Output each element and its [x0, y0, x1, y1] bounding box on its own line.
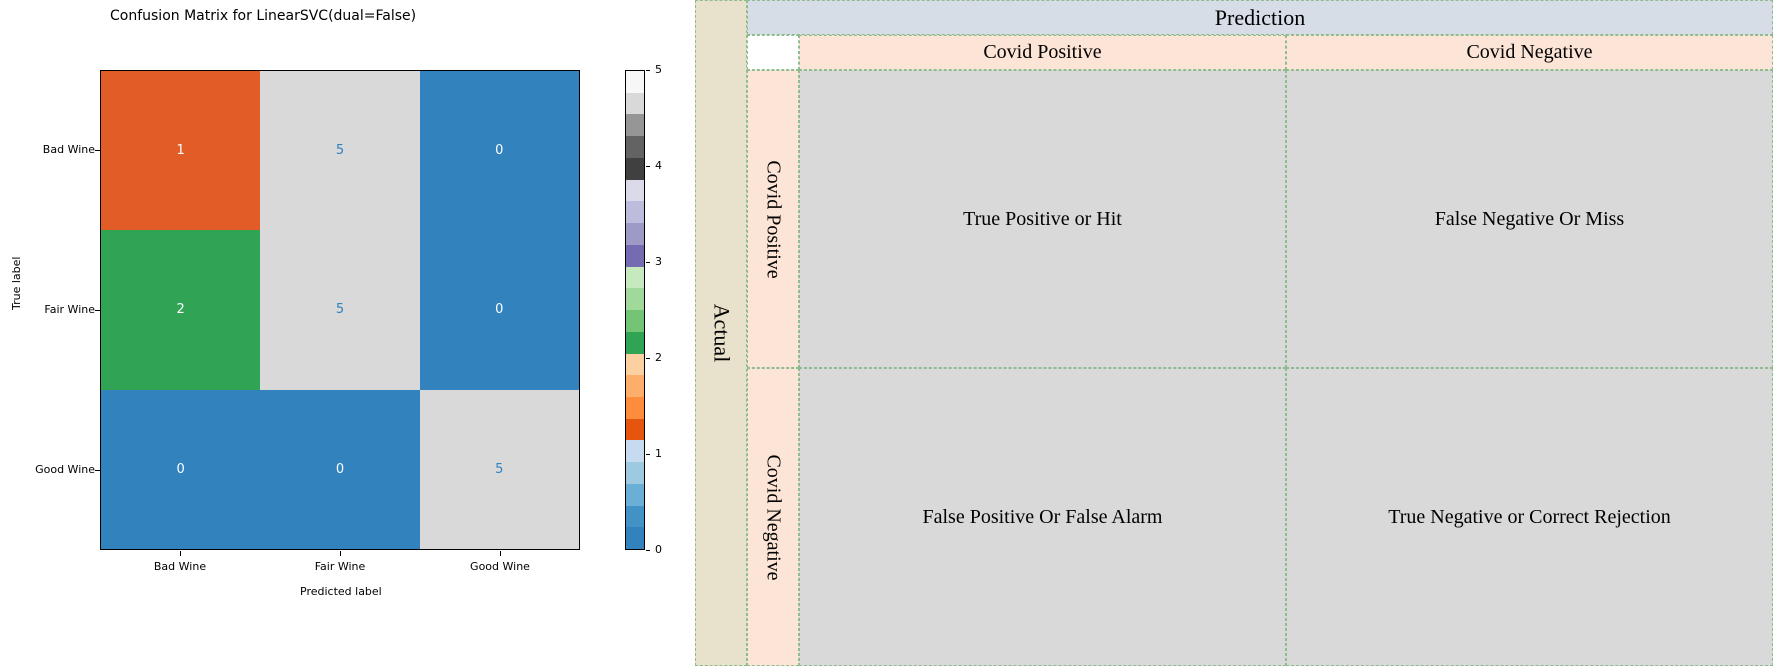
cell-tn: True Negative or Correct Rejection	[1286, 368, 1773, 666]
covid-table-panel: Actual Prediction Covid Positive Covid N…	[695, 0, 1773, 666]
chart-title: Confusion Matrix for LinearSVC(dual=Fals…	[110, 8, 416, 24]
cell-2-1: 0	[260, 390, 419, 549]
xtick-0: Bad Wine	[100, 560, 260, 573]
cell-fn: False Negative Or Miss	[1286, 70, 1773, 368]
cell-tp: True Positive or Hit	[799, 70, 1286, 368]
cbar-tick-mark	[646, 550, 650, 551]
colorbar	[625, 70, 645, 550]
cbar-tick-mark	[646, 454, 650, 455]
row-header-0-label: Covid Positive	[762, 160, 785, 278]
cbar-tick-mark	[646, 166, 650, 167]
row-header-0: Covid Positive	[747, 70, 799, 368]
col-header-1: Covid Negative	[1286, 35, 1773, 70]
y-axis-label: True label	[10, 257, 23, 310]
prediction-axis-header: Prediction	[747, 0, 1773, 35]
cbar-tick-0: 0	[655, 543, 662, 556]
confusion-matrix-panel: Confusion Matrix for LinearSVC(dual=Fals…	[0, 0, 695, 666]
cbar-tick-3: 3	[655, 255, 662, 268]
cbar-tick-1: 1	[655, 447, 662, 460]
table-corner	[747, 35, 799, 70]
cell-0-0: 1	[101, 71, 260, 230]
ytick-mark	[95, 470, 100, 471]
cell-1-2: 0	[420, 230, 579, 389]
x-axis-label: Predicted label	[300, 585, 382, 598]
cbar-tick-4: 4	[655, 159, 662, 172]
row-header-1: Covid Negative	[747, 368, 799, 666]
cell-2-0: 0	[101, 390, 260, 549]
cbar-tick-mark	[646, 358, 650, 359]
cell-1-1: 5	[260, 230, 419, 389]
col-header-0: Covid Positive	[799, 35, 1286, 70]
prediction-axis-label: Prediction	[1215, 5, 1305, 31]
xtick-mark	[340, 551, 341, 556]
row-header-1-label: Covid Negative	[762, 454, 785, 580]
xtick-1: Fair Wine	[260, 560, 420, 573]
ytick-mark	[95, 310, 100, 311]
ytick-0: Bad Wine	[25, 143, 95, 156]
heatmap-grid: 1 5 0 2 5 0 0 0 5	[100, 70, 580, 550]
cbar-tick-5: 5	[655, 63, 662, 76]
actual-axis-header: Actual	[695, 0, 747, 666]
xtick-2: Good Wine	[420, 560, 580, 573]
cbar-tick-mark	[646, 70, 650, 71]
cell-fp: False Positive Or False Alarm	[799, 368, 1286, 666]
ytick-2: Good Wine	[25, 463, 95, 476]
cell-2-2: 5	[420, 390, 579, 549]
ytick-mark	[95, 150, 100, 151]
cbar-tick-mark	[646, 262, 650, 263]
cell-0-2: 0	[420, 71, 579, 230]
xtick-mark	[500, 551, 501, 556]
actual-axis-label: Actual	[708, 304, 734, 363]
cbar-tick-2: 2	[655, 351, 662, 364]
ytick-1: Fair Wine	[25, 303, 95, 316]
cell-0-1: 5	[260, 71, 419, 230]
cell-1-0: 2	[101, 230, 260, 389]
xtick-mark	[180, 551, 181, 556]
